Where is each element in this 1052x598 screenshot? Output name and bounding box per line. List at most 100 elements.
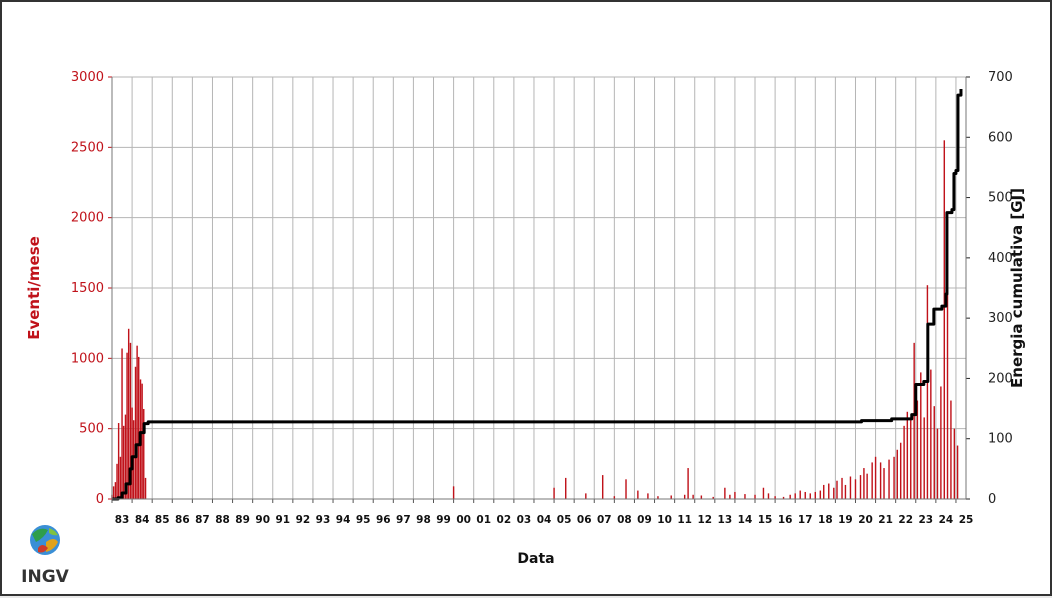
event-bar (131, 407, 133, 499)
event-bar (126, 352, 128, 499)
x-tick-label: 87 (195, 514, 210, 526)
x-tick-label: 09 (637, 514, 652, 526)
x-tick-label: 07 (597, 514, 612, 526)
event-bar (863, 468, 865, 499)
x-tick-label: 96 (376, 514, 391, 526)
x-tick-label: 95 (356, 514, 371, 526)
event-bar (844, 484, 847, 499)
event-bar (874, 456, 877, 499)
x-tick-label: 00 (456, 514, 471, 526)
x-tick-label: 23 (918, 514, 933, 526)
event-bar (121, 348, 123, 499)
x-tick-label: 12 (697, 514, 712, 526)
event-bar (132, 420, 135, 499)
event-bar (906, 411, 909, 499)
x-tick-label: 25 (959, 514, 974, 526)
event-bar (794, 493, 796, 499)
event-bar (692, 494, 694, 499)
y-tick-label-right: 0 (988, 492, 996, 507)
event-bar (896, 449, 898, 499)
axes-layer: 0500100015002000250030000100200300400500… (71, 70, 1013, 526)
x-tick-label: 97 (396, 514, 411, 526)
x-tick-label: 88 (215, 514, 230, 526)
x-tick-label: 89 (235, 514, 250, 526)
event-bar (657, 496, 659, 499)
event-bar (700, 495, 703, 499)
y-tick-label-right: 200 (988, 371, 1013, 386)
x-tick-label: 94 (336, 514, 351, 526)
event-bar (585, 493, 587, 499)
event-bar (625, 479, 627, 499)
event-bar (879, 462, 882, 499)
event-bar (823, 484, 825, 499)
x-tick-label: 20 (858, 514, 873, 526)
grid-layer (112, 76, 967, 500)
y-tick-label-right: 100 (988, 432, 1013, 447)
event-bar (933, 406, 935, 499)
event-bar (926, 285, 929, 499)
event-bar (134, 366, 137, 499)
event-bar (841, 477, 843, 499)
event-bar (871, 462, 873, 499)
x-tick-label: 98 (416, 514, 431, 526)
event-bar (899, 442, 902, 499)
event-bar (923, 417, 925, 499)
event-bar (946, 219, 949, 499)
event-bar (849, 476, 852, 499)
y-tick-label-left: 1500 (71, 281, 104, 296)
event-bar (141, 383, 143, 499)
x-tick-label: 02 (497, 514, 512, 526)
event-bar (144, 477, 147, 499)
event-bar (883, 468, 885, 499)
event-bar (647, 493, 649, 499)
y-tick-label-right: 300 (988, 311, 1013, 326)
event-bar (687, 468, 689, 499)
event-bar (936, 428, 939, 499)
cumulative-energy-line (112, 89, 963, 501)
x-tick-label: 03 (517, 514, 532, 526)
event-bar (814, 491, 817, 499)
event-bar (888, 459, 890, 499)
x-tick-label: 86 (175, 514, 190, 526)
event-bar (762, 487, 765, 499)
event-bar (117, 423, 120, 499)
event-bar (804, 491, 806, 499)
event-bar (136, 345, 138, 499)
event-bar (553, 487, 555, 499)
event-bar (452, 486, 455, 499)
event-bar (767, 493, 770, 499)
event-bar (854, 479, 857, 499)
event-bar (744, 494, 746, 499)
y-tick-label-left: 0 (96, 492, 104, 507)
y-tick-label-left: 500 (79, 422, 104, 437)
event-bar (836, 480, 838, 499)
x-axis-label: Data (517, 551, 554, 567)
bars-layer (111, 140, 959, 500)
event-bar (127, 328, 130, 499)
x-tick-label: 17 (798, 514, 813, 526)
event-bar (114, 482, 117, 499)
event-bar (903, 425, 905, 499)
event-bar (819, 490, 822, 499)
event-bar (833, 487, 835, 499)
event-bar (910, 420, 912, 499)
event-bar (754, 494, 756, 499)
event-bar (859, 475, 862, 499)
event-bar (724, 487, 726, 499)
x-tick-label: 91 (275, 514, 290, 526)
x-tick-label: 01 (476, 514, 491, 526)
event-bar (913, 342, 915, 499)
y-axis-label-right: Energia cumulativa [GJ] (1008, 188, 1026, 388)
y-tick-label-right: 400 (988, 251, 1013, 266)
globe-icon (30, 525, 60, 555)
x-tick-label: 13 (718, 514, 733, 526)
y-axis-label-left: Eventi/mese (25, 236, 43, 340)
x-tick-label: 21 (878, 514, 893, 526)
event-bar (930, 369, 932, 499)
event-bar (601, 475, 604, 499)
ingv-logo: INGV (21, 525, 70, 587)
event-bar (124, 414, 127, 499)
x-tick-label: 84 (135, 514, 150, 526)
event-bar (670, 495, 672, 499)
x-tick-label: 93 (316, 514, 331, 526)
